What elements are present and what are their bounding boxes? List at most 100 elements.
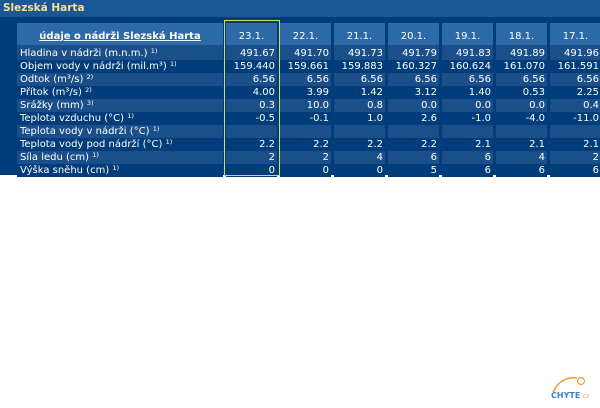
row-label-text: Srážky (mm)	[20, 100, 84, 111]
value-cell: 6.56	[388, 73, 439, 86]
value-cell: 2.2	[334, 138, 385, 151]
row-label: Síla ledu (cm) 1)	[17, 151, 223, 164]
row-label-text: Hladina v nádrži (m.n.m.)	[20, 48, 148, 59]
value-cell: 161.070	[496, 60, 547, 73]
footnote-marker: 1)	[127, 112, 134, 120]
value-cell	[280, 125, 331, 138]
value-cell	[334, 125, 385, 138]
row-label-text: Teplota vody pod nádrží (°C)	[20, 139, 163, 150]
value-cell: 2.6	[388, 112, 439, 125]
row-label: Hladina v nádrži (m.n.m.) 1)	[17, 45, 223, 60]
value-cell	[226, 125, 277, 138]
table-row: Síla ledu (cm) 1) 2 2 4 6 6 4 2	[17, 151, 600, 164]
value-cell: 491.70	[280, 45, 331, 60]
value-cell: 6	[442, 151, 493, 164]
value-cell: 6.56	[496, 73, 547, 86]
value-cell	[550, 125, 600, 138]
date-header: 17.1.	[550, 23, 600, 45]
value-cell: 6.56	[226, 73, 277, 86]
row-label-text: Objem vody v nádrži (mil.m³)	[20, 61, 167, 72]
table-row: Odtok (m³/s) 2) 6.56 6.56 6.56 6.56 6.56 6.56 6…	[17, 73, 600, 86]
date-header: 22.1.	[280, 23, 331, 45]
table-header-link[interactable]: údaje o nádrži Slezská Harta	[17, 23, 223, 45]
footnote-marker: 1)	[170, 60, 177, 68]
value-cell: 1.42	[334, 86, 385, 99]
footnote-marker: 1)	[150, 47, 158, 55]
value-cell: 491.67	[226, 45, 277, 60]
value-cell: 1.40	[442, 86, 493, 99]
table-row: Objem vody v nádrži (mil.m³) 1) 159.440 15…	[17, 60, 600, 73]
row-label-text: Výška sněhu (cm)	[20, 165, 110, 176]
value-cell: 3.99	[280, 86, 331, 99]
row-label: Objem vody v nádrži (mil.m³) 1)	[17, 60, 223, 73]
value-cell: 491.89	[496, 45, 547, 60]
table-row: Přítok (m³/s) 2) 4.00 3.99 1.42 3.12 1.40 0.53…	[17, 86, 600, 99]
value-cell: -1.0	[442, 112, 493, 125]
table-header-row: údaje o nádrži Slezská Harta 23.1. 22.1.…	[17, 23, 600, 45]
value-cell: -11.0	[550, 112, 600, 125]
value-cell: 6	[388, 151, 439, 164]
row-label: Teplota vody v nádrži (°C) 1)	[17, 125, 223, 138]
value-cell: 0.4	[550, 99, 600, 112]
value-cell: 6.56	[442, 73, 493, 86]
row-label: Přítok (m³/s) 2)	[17, 86, 223, 99]
value-cell: 161.591	[550, 60, 600, 73]
row-label: Odtok (m³/s) 2)	[17, 73, 223, 86]
footnote-marker: 1)	[152, 125, 160, 133]
table-row: Výška sněhu (cm) 1) 0 0 0 5 6 6 6	[17, 164, 600, 177]
value-cell: 0	[280, 164, 331, 177]
value-cell: 159.440	[226, 60, 277, 73]
value-cell: 0.0	[388, 99, 439, 112]
page-title: Slezská Harta	[0, 0, 600, 17]
value-cell: 1.0	[334, 112, 385, 125]
value-cell: 2.2	[388, 138, 439, 151]
table-row: Srážky (mm) 3) 0.3 10.0 0.8 0.0 0.0 0.0 0.4	[17, 99, 600, 112]
value-cell: 491.96	[550, 45, 600, 60]
value-cell: 2	[280, 151, 331, 164]
date-header: 21.1.	[334, 23, 385, 45]
value-cell: 0.3	[226, 99, 277, 112]
table-row: Teplota vody v nádrži (°C) 1)	[17, 125, 600, 138]
value-cell: 0.0	[496, 99, 547, 112]
chytej-logo[interactable]: CHYTE .cz	[549, 372, 595, 400]
footnote-marker: 1)	[92, 151, 99, 159]
value-cell: 0.0	[442, 99, 493, 112]
footnote-marker: 3)	[86, 99, 94, 107]
footnote-marker: 2)	[85, 86, 92, 94]
value-cell: 10.0	[280, 99, 331, 112]
value-cell: 491.73	[334, 45, 385, 60]
value-cell: 6.56	[280, 73, 331, 86]
value-cell: 4.00	[226, 86, 277, 99]
date-header: 19.1.	[442, 23, 493, 45]
date-header: 20.1.	[388, 23, 439, 45]
row-label: Výška sněhu (cm) 1)	[17, 164, 223, 177]
row-label: Teplota vzduchu (°C) 1)	[17, 112, 223, 125]
row-label-text: Teplota vody v nádrži (°C)	[20, 126, 150, 137]
value-cell: 2	[226, 151, 277, 164]
value-cell	[496, 125, 547, 138]
value-cell: 2.1	[550, 138, 600, 151]
value-cell	[388, 125, 439, 138]
value-cell: 4	[334, 151, 385, 164]
value-cell: 2	[550, 151, 600, 164]
value-cell: 2.2	[280, 138, 331, 151]
value-cell: 2.25	[550, 86, 600, 99]
value-cell: -0.1	[280, 112, 331, 125]
table-row: Hladina v nádrži (m.n.m.) 1) 491.67 491.70…	[17, 45, 600, 60]
date-header: 23.1.	[226, 23, 277, 45]
table-row: Teplota vody pod nádrží (°C) 1) 2.2 2.2 2.2…	[17, 138, 600, 151]
row-label-text: Přítok (m³/s)	[20, 87, 82, 98]
value-cell: 5	[388, 164, 439, 177]
value-cell	[442, 125, 493, 138]
value-cell: 6.56	[334, 73, 385, 86]
value-cell: 6.56	[550, 73, 600, 86]
footnote-marker: 1)	[112, 164, 120, 172]
value-cell: 0	[334, 164, 385, 177]
value-cell: 160.327	[388, 60, 439, 73]
logo-text: CHYTE	[551, 391, 580, 400]
value-cell: 159.661	[280, 60, 331, 73]
row-label: Teplota vody pod nádrží (°C) 1)	[17, 138, 223, 151]
date-header: 18.1.	[496, 23, 547, 45]
value-cell: 491.79	[388, 45, 439, 60]
value-cell: 6	[496, 164, 547, 177]
